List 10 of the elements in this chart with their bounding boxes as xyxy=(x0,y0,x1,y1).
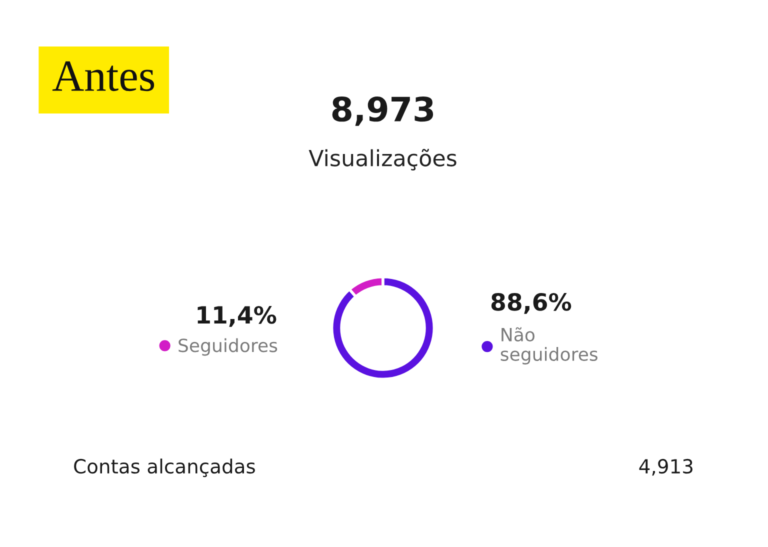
chart-title: 8,973 xyxy=(332,96,434,126)
chart-subtitle: Visualizações xyxy=(308,148,456,170)
donut-slice xyxy=(330,275,436,381)
legend-label: Seguidores xyxy=(178,338,278,356)
data-label: 11,4% xyxy=(198,306,276,327)
text: Contas alcançadas xyxy=(74,458,255,478)
data-label: 88,6% xyxy=(491,292,572,314)
legend-label: Não seguidores xyxy=(500,327,598,365)
text: 4,913 xyxy=(639,458,692,476)
text: Antes xyxy=(52,61,154,92)
